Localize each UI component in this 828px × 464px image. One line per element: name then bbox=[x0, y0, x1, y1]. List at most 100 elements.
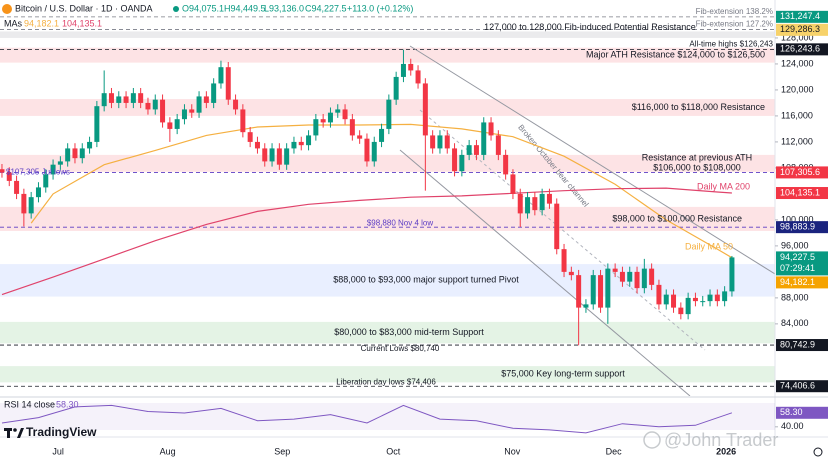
candle-body bbox=[35, 187, 41, 198]
candle-body bbox=[459, 154, 465, 172]
y-tick-label: 88,000 bbox=[781, 292, 809, 302]
price-label: 94,182.1 bbox=[780, 277, 815, 287]
price-label-box bbox=[776, 221, 828, 234]
header: Bitcoin / U.S. Dollar · 1D · OANDA O94,0… bbox=[2, 3, 413, 28]
x-tick-label: Dec bbox=[606, 446, 623, 456]
y-tick-label: 96,000 bbox=[781, 240, 809, 250]
candle-body bbox=[452, 148, 458, 172]
candle-body bbox=[671, 294, 677, 308]
candle-body bbox=[488, 122, 494, 136]
candle-body bbox=[422, 83, 428, 136]
price-label: 98,883.9 bbox=[780, 222, 815, 232]
watermark: @John Trader bbox=[643, 430, 778, 450]
candle-body bbox=[306, 135, 312, 146]
candle-body bbox=[254, 141, 260, 149]
candle-body bbox=[145, 102, 151, 110]
candle-body bbox=[656, 284, 662, 305]
candle-body bbox=[539, 193, 545, 211]
zone bbox=[0, 321, 775, 344]
candle-body bbox=[327, 112, 333, 123]
candle-body bbox=[65, 148, 71, 162]
candle-body bbox=[598, 275, 604, 308]
candle-body bbox=[211, 83, 217, 103]
candle-body bbox=[466, 145, 472, 155]
candle-body bbox=[393, 76, 399, 100]
zone-label: Resistance at previous ATH bbox=[642, 153, 752, 163]
zone-label: $106,000 to $108,000 bbox=[653, 163, 741, 173]
rsi-title: RSI 14 close bbox=[4, 399, 55, 409]
logo-mark bbox=[17, 428, 24, 438]
candles bbox=[0, 49, 735, 346]
ohlc-open: O94,075.1 bbox=[182, 3, 224, 13]
price-label-box bbox=[776, 251, 828, 276]
candle-body bbox=[525, 197, 531, 214]
level-label: Current Lows $80,740 bbox=[361, 344, 440, 353]
candle-body bbox=[714, 294, 720, 302]
ohlc-change: +113.0 (+0.12%) bbox=[347, 3, 413, 13]
zone bbox=[0, 31, 775, 38]
price-label-box bbox=[776, 276, 828, 289]
candle-body bbox=[313, 119, 319, 136]
logo: TradingView bbox=[4, 425, 97, 439]
price-label-box bbox=[776, 23, 828, 36]
x-tick-label: Nov bbox=[504, 446, 521, 456]
time-axis: Jul Aug Sep Oct Nov Dec 2026 bbox=[52, 446, 736, 456]
candle-body bbox=[6, 172, 12, 181]
symbol-icon bbox=[2, 4, 12, 14]
candle-body bbox=[320, 119, 326, 123]
candle-body bbox=[517, 193, 523, 214]
candle-body bbox=[386, 99, 392, 129]
level-label: $107,305 Jul lows bbox=[6, 168, 70, 177]
candle-body bbox=[233, 99, 239, 110]
price-label: 129,286.3 bbox=[780, 24, 820, 34]
candle-body bbox=[87, 141, 93, 149]
candle-body bbox=[430, 135, 436, 149]
ma-label: Daily MA 200 bbox=[697, 181, 750, 191]
ma-legend-value: 104,135.1 bbox=[62, 18, 102, 28]
zone bbox=[0, 154, 775, 172]
price-label-box bbox=[776, 10, 828, 23]
candle-body bbox=[196, 96, 202, 113]
watermark-text: @John Trader bbox=[664, 430, 778, 450]
zone-label: $88,000 to $93,000 major support turned … bbox=[333, 275, 519, 285]
candle-body bbox=[554, 203, 560, 250]
candle-body bbox=[174, 119, 180, 129]
candle-body bbox=[225, 67, 231, 100]
zone-label: $75,000 Key long-term support bbox=[501, 369, 625, 379]
candle-body bbox=[189, 109, 195, 113]
logo-text: TradingView bbox=[26, 425, 97, 439]
ohlc-close: C94,227.5 bbox=[305, 3, 347, 13]
candle-body bbox=[481, 122, 487, 155]
candle-body bbox=[590, 275, 596, 305]
candle-body bbox=[108, 93, 114, 103]
candle-body bbox=[649, 268, 655, 285]
candle-body bbox=[0, 169, 5, 173]
candle-body bbox=[371, 141, 377, 162]
ma-line bbox=[30, 123, 733, 259]
candle-body bbox=[130, 93, 136, 103]
candle-body bbox=[94, 106, 100, 142]
price-label: 131,247.4 bbox=[780, 11, 820, 21]
symbol-title: Bitcoin / U.S. Dollar · 1D · OANDA bbox=[15, 3, 153, 13]
candle-body bbox=[357, 135, 363, 139]
y-tick-label: 100,000 bbox=[781, 214, 814, 224]
zone bbox=[0, 366, 775, 383]
candle-body bbox=[28, 197, 34, 214]
countdown: 07:29:41 bbox=[780, 263, 815, 273]
ma-legend-value: 94,182.1 bbox=[24, 18, 59, 28]
candle-body bbox=[583, 304, 589, 308]
candle-body bbox=[627, 271, 633, 282]
rsi-last-label: 58.30 bbox=[780, 407, 803, 417]
logo-mark bbox=[13, 428, 17, 432]
settings-icon bbox=[813, 447, 823, 457]
ma-legend-label: MAs bbox=[4, 18, 23, 28]
candle-body bbox=[116, 96, 122, 103]
level-label: Fib-extension 127.2% bbox=[696, 20, 773, 29]
candle-body bbox=[298, 141, 304, 146]
candle-body bbox=[400, 63, 406, 77]
candle-body bbox=[269, 148, 275, 162]
candle-body bbox=[503, 154, 509, 175]
watermark-icon bbox=[643, 431, 661, 449]
candle-body bbox=[692, 297, 698, 302]
candle-body bbox=[415, 70, 421, 84]
